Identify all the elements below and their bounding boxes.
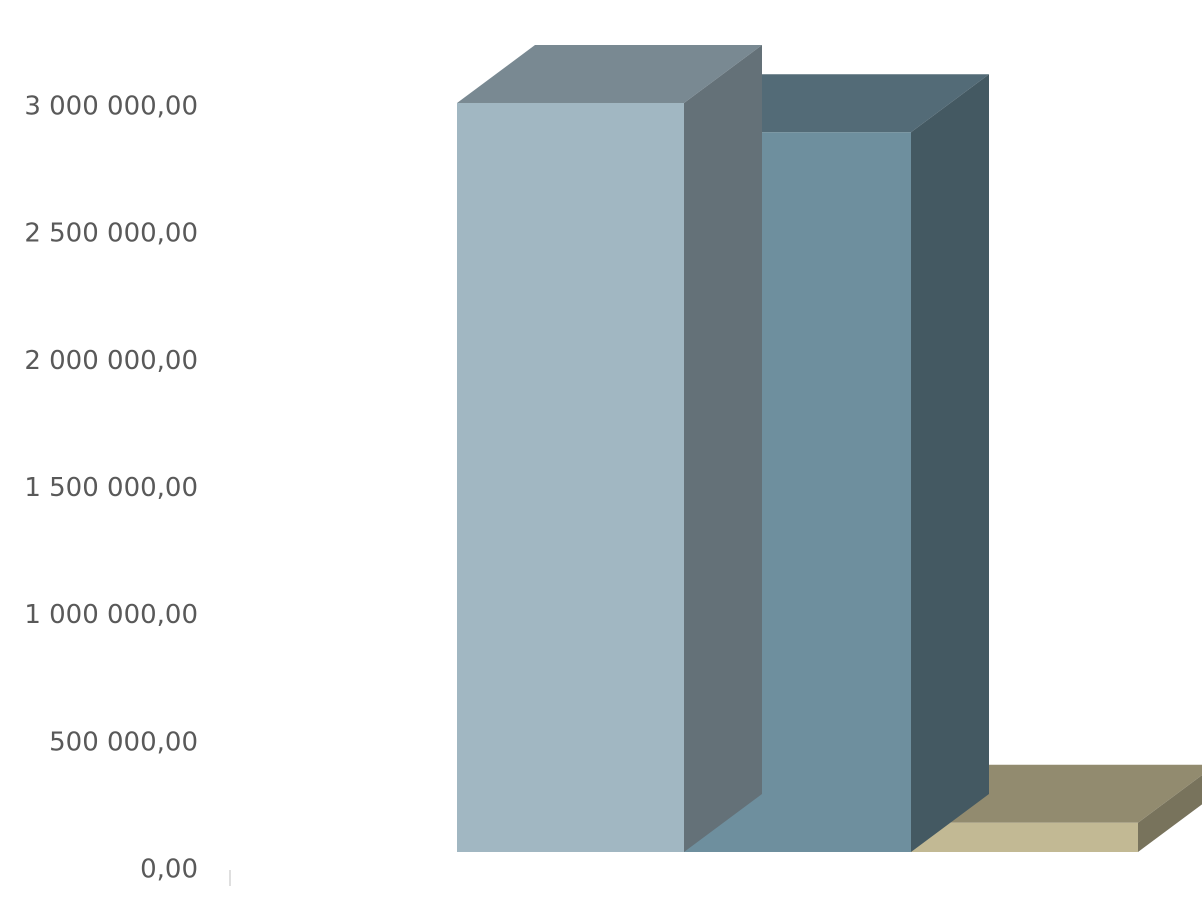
y-tick-label-5: 2 500 000,00 xyxy=(24,219,198,249)
bar-0-front xyxy=(457,102,684,852)
bar-0-top xyxy=(457,44,762,103)
bar-2-front xyxy=(911,822,1138,852)
y-tick-label-6: 3 000 000,00 xyxy=(24,92,198,122)
y-tick-label-2: 1 000 000,00 xyxy=(24,600,198,630)
y-tick-label-1: 500 000,00 xyxy=(49,727,198,757)
bar-2-side xyxy=(1138,775,1202,852)
y-axis-ticks: 0,00 500 000,00 1 000 000,00 1 500 000,00 2 … xyxy=(24,92,198,885)
bar-1-side xyxy=(911,74,989,852)
bars xyxy=(457,44,1202,852)
y-tick-label-4: 2 000 000,00 xyxy=(24,346,198,376)
bar-0-side xyxy=(684,44,762,852)
y-tick-label-3: 1 500 000,00 xyxy=(24,473,198,503)
bar-0 xyxy=(457,44,762,852)
y-tick-label-0: 0,00 xyxy=(140,855,198,885)
